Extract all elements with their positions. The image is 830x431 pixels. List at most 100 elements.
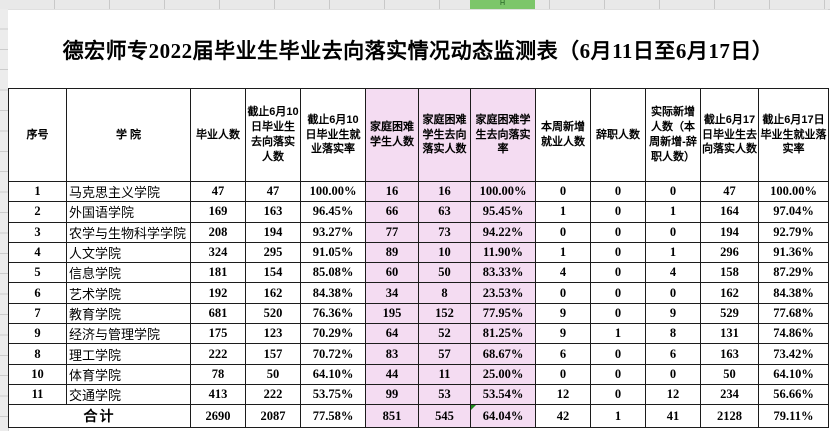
cell-value[interactable]: 100.00% bbox=[470, 180, 536, 203]
column-header-8[interactable]: 本周新增就业人数 bbox=[535, 88, 591, 182]
cell-value[interactable]: 83 bbox=[365, 343, 419, 365]
cell-value[interactable]: 681 bbox=[190, 302, 246, 325]
cell-college[interactable]: 信息学院 bbox=[66, 262, 191, 284]
total-cell[interactable]: 545 bbox=[418, 404, 471, 428]
cell-value[interactable]: 89 bbox=[365, 241, 419, 264]
cell-value[interactable]: 529 bbox=[700, 302, 759, 325]
cell-college[interactable]: 外国语学院 bbox=[66, 201, 191, 223]
cell-value[interactable]: 16 bbox=[365, 180, 419, 203]
cell-value[interactable]: 10 bbox=[418, 241, 471, 264]
column-header-6[interactable]: 家庭困难学生去向落实人数 bbox=[418, 88, 471, 182]
cell-value[interactable]: 0 bbox=[535, 282, 591, 304]
cell-college[interactable]: 艺术学院 bbox=[66, 282, 191, 304]
cell-value[interactable]: 163 bbox=[245, 201, 301, 223]
cell-value[interactable]: 1 bbox=[645, 201, 701, 223]
column-header-1[interactable]: 学 院 bbox=[66, 88, 191, 182]
cell-serial[interactable]: 3 bbox=[8, 221, 67, 243]
cell-value[interactable]: 0 bbox=[645, 180, 701, 203]
cell-value[interactable]: 50 bbox=[245, 363, 301, 385]
cell-value[interactable]: 169 bbox=[190, 201, 246, 223]
cell-value[interactable]: 68.67% bbox=[470, 343, 536, 365]
cell-value[interactable]: 154 bbox=[245, 262, 301, 284]
cell-serial[interactable]: 9 bbox=[8, 323, 67, 345]
cell-value[interactable]: 77.95% bbox=[470, 302, 536, 325]
cell-value[interactable]: 9 bbox=[645, 302, 701, 325]
cell-value[interactable]: 91.05% bbox=[300, 241, 366, 264]
column-header-7[interactable]: 家庭困难学生去向落实率 bbox=[470, 88, 536, 182]
cell-value[interactable]: 23.53% bbox=[470, 282, 536, 304]
cell-value[interactable]: 4 bbox=[535, 262, 591, 284]
total-cell[interactable]: 77.58% bbox=[300, 404, 366, 428]
cell-value[interactable]: 0 bbox=[590, 201, 646, 223]
cell-value[interactable]: 53 bbox=[418, 383, 471, 406]
total-cell[interactable]: 64.04% bbox=[470, 404, 536, 428]
cell-value[interactable]: 0 bbox=[590, 383, 646, 406]
cell-value[interactable]: 76.36% bbox=[300, 302, 366, 325]
cell-value[interactable]: 222 bbox=[190, 343, 246, 365]
cell-college[interactable]: 体育学院 bbox=[66, 363, 191, 385]
cell-value[interactable]: 12 bbox=[645, 383, 701, 406]
total-cell[interactable]: 851 bbox=[365, 404, 419, 428]
cell-value[interactable]: 131 bbox=[700, 323, 759, 345]
cell-value[interactable]: 158 bbox=[700, 262, 759, 284]
cell-value[interactable]: 157 bbox=[245, 343, 301, 365]
cell-value[interactable]: 74.86% bbox=[758, 323, 829, 345]
cell-value[interactable]: 100.00% bbox=[758, 180, 829, 203]
cell-value[interactable]: 194 bbox=[245, 221, 301, 243]
cell-value[interactable]: 0 bbox=[590, 241, 646, 264]
cell-value[interactable]: 123 bbox=[245, 323, 301, 345]
cell-value[interactable]: 0 bbox=[590, 180, 646, 203]
total-cell[interactable]: 42 bbox=[535, 404, 591, 428]
cell-value[interactable]: 73 bbox=[418, 221, 471, 243]
total-cell[interactable]: 1 bbox=[590, 404, 646, 428]
cell-value[interactable]: 16 bbox=[418, 180, 471, 203]
cell-value[interactable]: 175 bbox=[190, 323, 246, 345]
column-header-3[interactable]: 截止6月10日毕业生去向落实人数 bbox=[245, 88, 301, 182]
cell-value[interactable]: 57 bbox=[418, 343, 471, 365]
cell-value[interactable]: 295 bbox=[245, 241, 301, 264]
cell-value[interactable]: 162 bbox=[245, 282, 301, 304]
cell-value[interactable]: 96.45% bbox=[300, 201, 366, 223]
cell-value[interactable]: 8 bbox=[418, 282, 471, 304]
cell-value[interactable]: 520 bbox=[245, 302, 301, 325]
cell-value[interactable]: 11.90% bbox=[470, 241, 536, 264]
cell-value[interactable]: 93.27% bbox=[300, 221, 366, 243]
cell-college[interactable]: 教育学院 bbox=[66, 302, 191, 325]
cell-serial[interactable]: 2 bbox=[8, 201, 67, 223]
column-header-12[interactable]: 截止6月17日毕业生就业落实率 bbox=[758, 88, 829, 182]
cell-value[interactable]: 63 bbox=[418, 201, 471, 223]
cell-value[interactable]: 194 bbox=[700, 221, 759, 243]
title-cell[interactable]: 德宏师专2022届毕业生毕业去向落实情况动态监测表（6月11日至6月17日） bbox=[8, 9, 828, 89]
cell-value[interactable]: 70.72% bbox=[300, 343, 366, 365]
total-cell[interactable]: 41 bbox=[645, 404, 701, 428]
cell-value[interactable]: 152 bbox=[418, 302, 471, 325]
cell-college[interactable]: 人文学院 bbox=[66, 241, 191, 264]
cell-value[interactable]: 83.33% bbox=[470, 262, 536, 284]
cell-value[interactable]: 64.10% bbox=[300, 363, 366, 385]
cell-value[interactable]: 73.42% bbox=[758, 343, 829, 365]
cell-value[interactable]: 91.36% bbox=[758, 241, 829, 264]
cell-value[interactable]: 77.68% bbox=[758, 302, 829, 325]
cell-value[interactable]: 100.00% bbox=[300, 180, 366, 203]
cell-value[interactable]: 222 bbox=[245, 383, 301, 406]
cell-value[interactable]: 97.04% bbox=[758, 201, 829, 223]
cell-value[interactable]: 66 bbox=[365, 201, 419, 223]
column-header-9[interactable]: 辞职人数 bbox=[590, 88, 646, 182]
column-header-11[interactable]: 截止6月17日毕业生去向落实人数 bbox=[700, 88, 759, 182]
cell-value[interactable]: 164 bbox=[700, 201, 759, 223]
cell-value[interactable]: 12 bbox=[535, 383, 591, 406]
cell-value[interactable]: 81.25% bbox=[470, 323, 536, 345]
column-header-0[interactable]: 序号 bbox=[8, 88, 67, 182]
total-cell[interactable]: 79.11% bbox=[758, 404, 829, 428]
cell-value[interactable]: 163 bbox=[700, 343, 759, 365]
cell-value[interactable]: 6 bbox=[645, 343, 701, 365]
cell-value[interactable]: 0 bbox=[590, 282, 646, 304]
cell-college[interactable]: 经济与管理学院 bbox=[66, 323, 191, 345]
cell-value[interactable]: 0 bbox=[535, 363, 591, 385]
column-header-10[interactable]: 实际新增人数（本周新增-辞职人数） bbox=[645, 88, 701, 182]
cell-value[interactable]: 78 bbox=[190, 363, 246, 385]
cell-value[interactable]: 11 bbox=[418, 363, 471, 385]
cell-value[interactable]: 92.79% bbox=[758, 221, 829, 243]
total-cell[interactable]: 2690 bbox=[190, 404, 246, 428]
column-header-2[interactable]: 毕业人数 bbox=[190, 88, 246, 182]
